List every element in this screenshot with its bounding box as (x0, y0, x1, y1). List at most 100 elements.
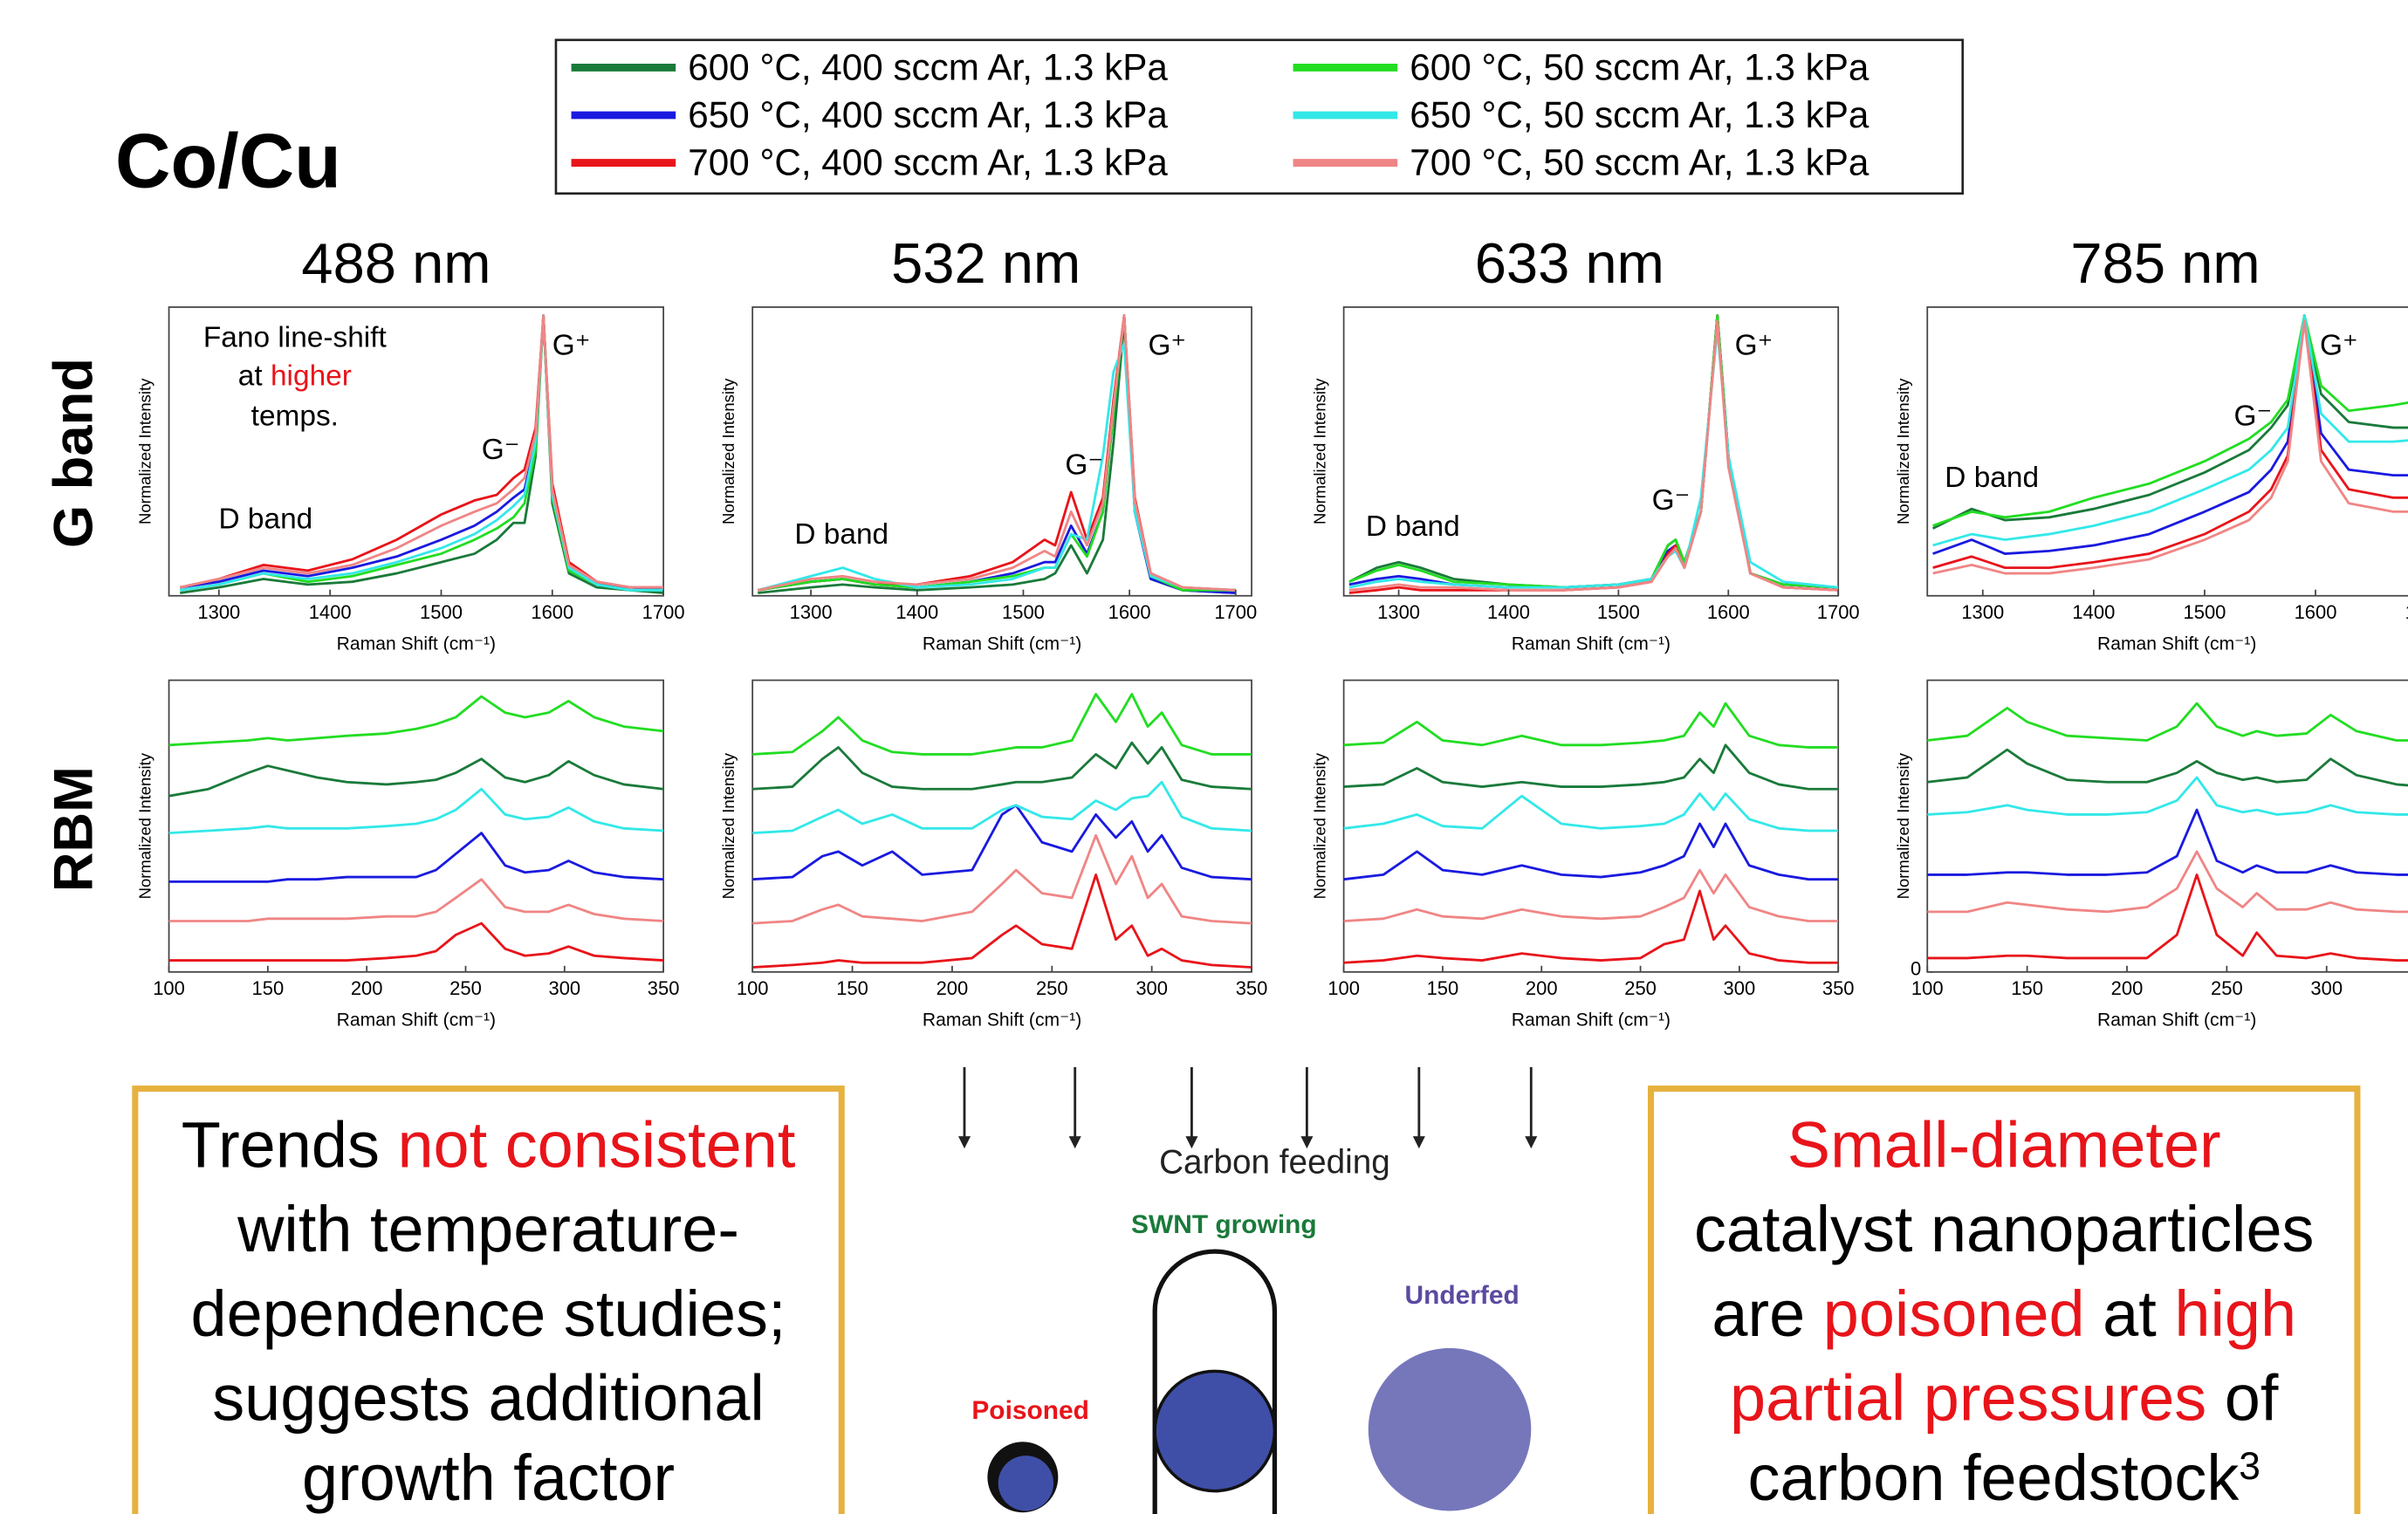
x-axis-label: Raman Shift (cm⁻¹) (1512, 634, 1671, 654)
diagram-label: Carbon feeding (1159, 1143, 1390, 1181)
text-segment: partial pressures (1730, 1362, 2206, 1435)
x-tick-label: 1700 (1214, 601, 1257, 623)
x-tick-label: 250 (1036, 977, 1068, 999)
spectrum-line (1927, 702, 2408, 742)
x-tick-label: 1700 (2405, 601, 2408, 623)
peak-label: D band (1945, 462, 2039, 494)
spectrum-line (1932, 314, 2408, 527)
plot-frame (1926, 679, 2408, 973)
spectrum-line (1927, 776, 2408, 816)
legend-label: 650 °C, 400 sccm Ar, 1.3 kPa (688, 94, 1168, 135)
note-text: with temperature- (237, 1193, 739, 1265)
x-tick-label: 1400 (895, 601, 938, 623)
spectrum-line (1343, 822, 1839, 881)
plot-frame (168, 679, 665, 973)
spectrum-line (180, 314, 664, 592)
spectrum-line (1927, 873, 2408, 962)
catalyst-particle (1153, 1369, 1277, 1493)
y-axis-label: Normalized Intensity (1894, 752, 1912, 899)
text-segment: catalyst nanoparticles (1694, 1193, 2315, 1265)
x-tick-label: 150 (836, 977, 868, 999)
text-segment: carbon feedstock (1748, 1442, 2240, 1514)
x-tick-label: 1400 (2072, 601, 2115, 623)
text-segment: higher (271, 360, 352, 393)
x-tick-label: 1300 (1961, 601, 2004, 623)
y-axis-label: Normalized Intensity (719, 378, 737, 524)
legend-box (554, 38, 1965, 195)
peak-label: G⁻ (2233, 400, 2272, 432)
text-segment: are (1712, 1278, 1822, 1350)
x-tick-label: 250 (2211, 977, 2243, 999)
column-title: 785 nm (2070, 231, 2260, 295)
x-axis-label: Raman Shift (cm⁻¹) (2097, 1010, 2256, 1030)
spectrum-line (1927, 748, 2408, 787)
legend-label: 600 °C, 50 sccm Ar, 1.3 kPa (1410, 47, 1869, 88)
note-text: growth factor (302, 1442, 675, 1514)
x-tick-label: 1500 (420, 601, 463, 623)
note-text: Small-diameter (1787, 1108, 2221, 1181)
x-tick-label: 300 (1135, 977, 1168, 999)
spectrum-line (180, 314, 664, 592)
x-tick-label: 1500 (2183, 601, 2226, 623)
x-tick-label: 1600 (531, 601, 573, 623)
spectrum-line (168, 695, 664, 747)
x-tick-label: 300 (1724, 977, 1756, 999)
callout-text: at higher (238, 360, 352, 393)
x-tick-label: 1300 (197, 601, 240, 623)
peak-label: G⁺ (1148, 329, 1186, 361)
text-segment: dependence studies; (191, 1278, 786, 1350)
x-axis-label: Raman Shift (cm⁻¹) (337, 634, 496, 654)
spectrum-line (1932, 314, 2408, 555)
text-segment: Trends (182, 1108, 398, 1181)
column-title: 633 nm (1475, 231, 1664, 295)
x-tick-label: 300 (548, 977, 580, 999)
peak-label: G⁻ (1065, 449, 1103, 482)
spectrum-line (1931, 314, 2408, 530)
callout-text: temps. (251, 400, 339, 432)
x-tick-label: 150 (252, 977, 285, 999)
spectrum-line (1343, 889, 1839, 964)
note-text: dependence studies; (191, 1278, 786, 1350)
x-tick-label: 1500 (1597, 601, 1640, 623)
text-segment: of (2206, 1362, 2279, 1435)
spectrum-line (752, 693, 1252, 756)
plot-frame (168, 306, 665, 597)
legend-label: 700 °C, 50 sccm Ar, 1.3 kPa (1410, 142, 1869, 183)
peak-label: G⁻ (482, 434, 520, 466)
feed-arrows (957, 1066, 1538, 1149)
column-title: 488 nm (301, 231, 491, 295)
spectrum-line (168, 757, 664, 798)
spectrum-line (168, 787, 664, 835)
spectrum-line (179, 314, 664, 589)
text-segment: not consistent (397, 1108, 795, 1181)
spectrum-line (168, 878, 664, 922)
text-segment: Fano line-shift (203, 322, 388, 354)
diagram-label: Underfed (1404, 1281, 1519, 1310)
x-tick-label: 350 (648, 977, 680, 999)
x-axis-label: Raman Shift (cm⁻¹) (337, 1010, 496, 1030)
text-segment: temps. (251, 400, 339, 432)
note-text: carbon feedstock3 (1748, 1442, 2261, 1514)
spectrum-line (1927, 850, 2408, 914)
note-text: catalyst nanoparticles (1694, 1193, 2315, 1265)
spectrum-line (168, 832, 664, 883)
x-tick-label: 250 (1624, 977, 1657, 999)
spectrum-line (1343, 792, 1839, 832)
x-axis-label: Raman Shift (cm⁻¹) (2097, 634, 2256, 654)
x-tick-label: 100 (1911, 977, 1944, 999)
spectrum-line (757, 314, 1236, 592)
spectrum-line (168, 921, 664, 962)
slide-title: Co/Cu (115, 118, 341, 204)
x-tick-label: 1300 (790, 601, 833, 623)
spectrum-line (752, 873, 1252, 969)
spectrum-line (1932, 319, 2408, 575)
x-tick-label: 200 (2111, 977, 2144, 999)
legend-label: 700 °C, 400 sccm Ar, 1.3 kPa (688, 142, 1168, 183)
catalyst-particle (1368, 1347, 1532, 1511)
peak-label: G⁻ (1652, 484, 1691, 517)
text-segment: 3 (2239, 1445, 2261, 1488)
x-tick-label: 1300 (1377, 601, 1420, 623)
spectrum-line (1343, 702, 1839, 749)
x-tick-label: 1600 (1108, 601, 1151, 623)
